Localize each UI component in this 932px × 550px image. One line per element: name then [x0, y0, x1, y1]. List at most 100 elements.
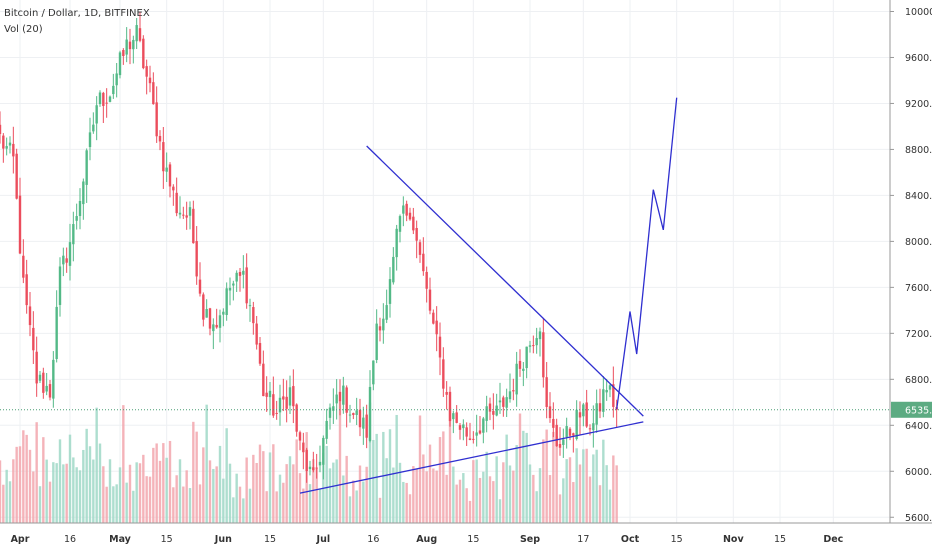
candle-body [505, 397, 508, 408]
candle-body [42, 372, 45, 393]
candle-body [398, 216, 402, 232]
candle-body [432, 312, 435, 324]
candle-body [612, 384, 615, 407]
candle-body [62, 255, 65, 265]
candle-body [295, 404, 298, 432]
volume-bar [165, 457, 168, 523]
volume-bar [472, 460, 475, 523]
volume-bar [318, 489, 322, 523]
projection-path [616, 97, 678, 410]
candle-body [258, 343, 262, 364]
candle-body [508, 391, 512, 400]
candle-body [462, 424, 465, 429]
candle-body [442, 359, 445, 389]
candle-body [138, 28, 142, 41]
candle-body [55, 306, 58, 359]
volume-bar [565, 459, 568, 523]
candle-body [2, 135, 5, 149]
candle-body [45, 385, 48, 392]
volume-bar [238, 486, 242, 523]
volume-bar [202, 447, 205, 523]
y-tick-label: 5600.0 [905, 513, 932, 524]
candle-body [322, 437, 325, 465]
candle-body [215, 324, 218, 328]
candle-body [88, 132, 92, 148]
candle-body [308, 466, 312, 470]
volume-bar [405, 482, 408, 523]
volume-bar [148, 476, 152, 523]
y-tick-label: 7600.0 [905, 283, 932, 294]
volume-bar [482, 471, 485, 523]
volume-bar [465, 488, 468, 523]
candle-body [368, 386, 372, 441]
candle-body [548, 406, 552, 419]
volume-bar [418, 415, 422, 523]
candle-body [358, 409, 362, 428]
candle-body [598, 403, 602, 412]
volume-bar [388, 429, 392, 523]
candle-body [605, 389, 608, 393]
candle-body [52, 359, 55, 399]
volume-bar [52, 462, 55, 523]
volume-bar [358, 465, 362, 523]
volume-bar [188, 488, 192, 523]
candle-body [275, 412, 278, 414]
volume-bar [62, 464, 65, 523]
volume-bar [455, 484, 458, 523]
candle-body [268, 390, 272, 398]
candle-body [418, 242, 422, 255]
candle-body [18, 195, 22, 254]
volume-bar [158, 460, 162, 523]
candle-body [125, 39, 128, 55]
candle-body [222, 311, 225, 315]
candle-body [438, 336, 442, 358]
candle-body [378, 326, 382, 331]
candle-body [95, 105, 98, 124]
volume-bar [162, 443, 165, 523]
candle-body [118, 52, 122, 76]
candle-body [545, 377, 548, 407]
volume-bar [345, 455, 348, 523]
candle-body [165, 167, 168, 172]
candle-body [115, 73, 118, 86]
volume-bar [462, 473, 465, 523]
candle-body [342, 385, 345, 405]
volume-bar [608, 489, 612, 523]
volume-layer [0, 401, 618, 523]
volume-bar [222, 478, 225, 523]
volume-bar [588, 476, 592, 523]
candle-body [355, 410, 358, 415]
volume-bar [38, 486, 42, 523]
candle-body [492, 411, 495, 415]
candle-body [528, 345, 532, 347]
volume-bar [355, 490, 358, 523]
volume-bar [615, 465, 618, 523]
candle-body [298, 432, 302, 441]
candle-body [78, 200, 82, 217]
volume-bar [138, 463, 142, 523]
candle-body [525, 346, 528, 369]
x-tick-label: 17 [577, 534, 589, 545]
candle-body [465, 427, 468, 437]
volume-bar [508, 465, 512, 523]
candle-body [512, 390, 515, 392]
candle-body [142, 38, 145, 69]
candle-body [135, 25, 138, 42]
volume-bar [35, 422, 38, 523]
volume-bar [178, 459, 182, 523]
volume-bar [25, 434, 28, 523]
volume-bar [185, 470, 188, 523]
x-tick-label: 15 [264, 534, 276, 545]
volume-bar [548, 475, 552, 523]
volume-bar [332, 462, 335, 523]
candle-body [585, 402, 588, 427]
volume-bar [492, 481, 495, 523]
volume-bar [468, 500, 472, 523]
volume-bar [262, 451, 265, 523]
candle-body [362, 417, 365, 429]
candle-body [205, 309, 208, 318]
volume-bar [135, 462, 138, 523]
candle-body [68, 242, 72, 266]
volume-bar [592, 454, 595, 523]
